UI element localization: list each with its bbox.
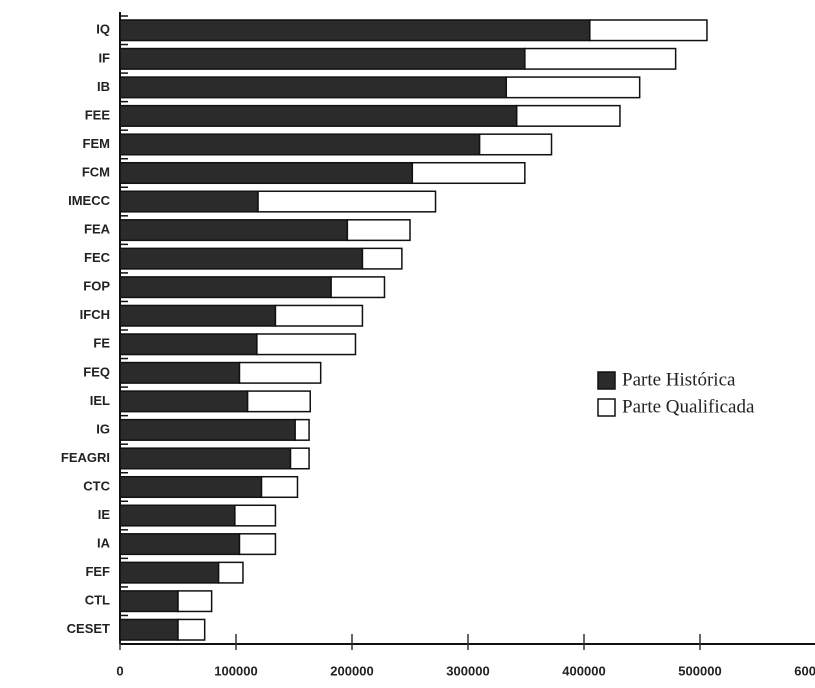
- bar-segment: [119, 276, 332, 299]
- x-tick-label: 300000: [446, 663, 489, 678]
- bar-segment: [515, 104, 621, 127]
- bar-segment: [238, 361, 322, 384]
- bar-segment: [119, 219, 349, 242]
- y-tick-label: IEL: [90, 393, 110, 408]
- y-tick-label: IFCH: [80, 307, 110, 322]
- y-tick-label: IA: [97, 536, 111, 551]
- bar-segment: [119, 418, 296, 441]
- x-tick-label: 500000: [678, 663, 721, 678]
- x-tick-label: 600000: [794, 663, 815, 678]
- bar-segment: [119, 247, 364, 270]
- bar-segment: [119, 390, 249, 413]
- bar-segment: [119, 533, 241, 556]
- y-tick-label: CTL: [85, 593, 110, 608]
- bar-segment: [119, 447, 292, 470]
- y-tick-label: CTC: [83, 478, 110, 493]
- bar-segment: [119, 618, 179, 641]
- bar-segment: [260, 475, 299, 499]
- y-tick-label: FEAGRI: [61, 450, 110, 465]
- bar-segment: [119, 47, 526, 70]
- y-tick-label: FEE: [85, 107, 111, 122]
- bar-segment: [119, 333, 258, 356]
- legend-swatch: [597, 398, 616, 417]
- bar-segment: [411, 161, 526, 185]
- y-tick-label: IB: [97, 79, 110, 94]
- bar-segment: [119, 19, 591, 42]
- x-tick-label: 200000: [330, 663, 373, 678]
- y-tick-label: FE: [93, 336, 110, 351]
- bar-segment: [177, 590, 213, 613]
- bar-segment: [119, 361, 241, 384]
- y-tick-label: IQ: [96, 22, 110, 37]
- bar-segment: [274, 304, 364, 327]
- bar-segment: [589, 19, 708, 42]
- bar-segment: [119, 76, 508, 99]
- bar-segment: [217, 561, 244, 584]
- bar-segment: [119, 161, 414, 185]
- bar-segment: [346, 219, 411, 242]
- bar-segment: [238, 533, 277, 556]
- y-tick-label: FEA: [84, 222, 111, 237]
- bar-segment: [294, 418, 310, 441]
- bar-segment: [505, 76, 641, 99]
- y-tick-label: FEQ: [83, 364, 110, 379]
- y-tick-label: CESET: [67, 621, 110, 636]
- bar-segment: [119, 590, 179, 613]
- y-tick-label: IF: [98, 50, 110, 65]
- y-tick-label: FEC: [84, 250, 111, 265]
- y-tick-label: FCM: [82, 164, 110, 179]
- bar-segment: [119, 561, 220, 584]
- y-tick-label: IMECC: [68, 193, 111, 208]
- bar-segment: [256, 333, 357, 356]
- y-tick-label: IG: [96, 421, 110, 436]
- bar-segment: [119, 475, 263, 499]
- bar-segment: [119, 104, 518, 127]
- bar-segment: [361, 247, 403, 270]
- bar-segment: [289, 447, 310, 470]
- y-tick-label: FOP: [83, 279, 110, 294]
- bar-segment: [257, 190, 437, 213]
- bar-segment: [478, 133, 553, 156]
- bar-segment: [119, 504, 236, 527]
- bar-segment: [330, 276, 386, 299]
- legend-label: Parte Qualificada: [622, 396, 755, 417]
- x-tick-label: 400000: [562, 663, 605, 678]
- bar-segment: [119, 190, 259, 213]
- legend-swatch: [597, 371, 616, 390]
- y-tick-label: FEM: [83, 136, 110, 151]
- bar-segment: [234, 504, 277, 527]
- bar-segment: [524, 47, 677, 70]
- legend-label: Parte Histórica: [622, 369, 736, 390]
- y-tick-label: IE: [98, 507, 111, 522]
- bar-segment: [177, 618, 206, 641]
- bar-segment: [246, 390, 311, 413]
- x-tick-label: 100000: [214, 663, 257, 678]
- x-tick-label: 0: [116, 663, 123, 678]
- bar-segment: [119, 304, 277, 327]
- y-tick-label: FEF: [85, 564, 110, 579]
- bar-segment: [119, 133, 481, 156]
